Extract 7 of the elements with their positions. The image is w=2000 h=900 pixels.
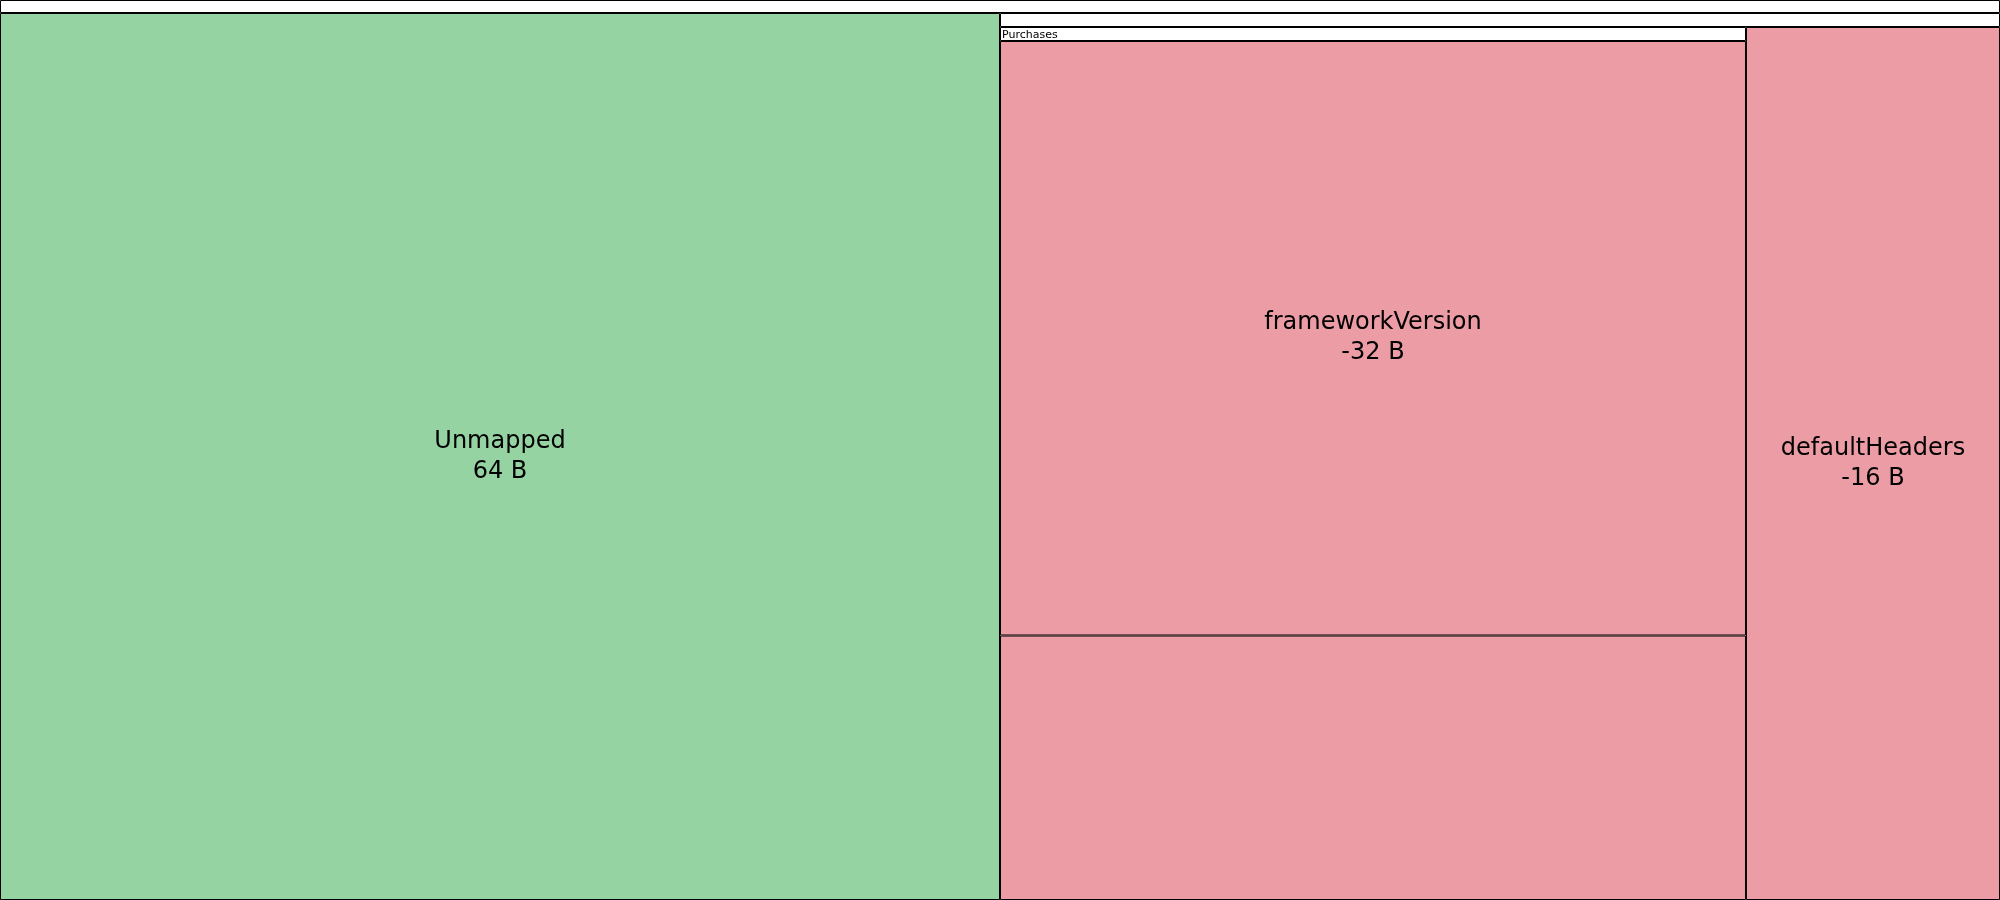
category-label: frameworkVersion (1264, 307, 1482, 336)
category-label: defaultHeaders (1780, 432, 1966, 461)
data-label: -32 B (1341, 337, 1405, 366)
data-label: 64 B (472, 455, 528, 484)
category-label: Unmapped (434, 425, 566, 454)
data-label: -16 B (1841, 462, 1905, 491)
text: Purchases (1002, 27, 1058, 41)
